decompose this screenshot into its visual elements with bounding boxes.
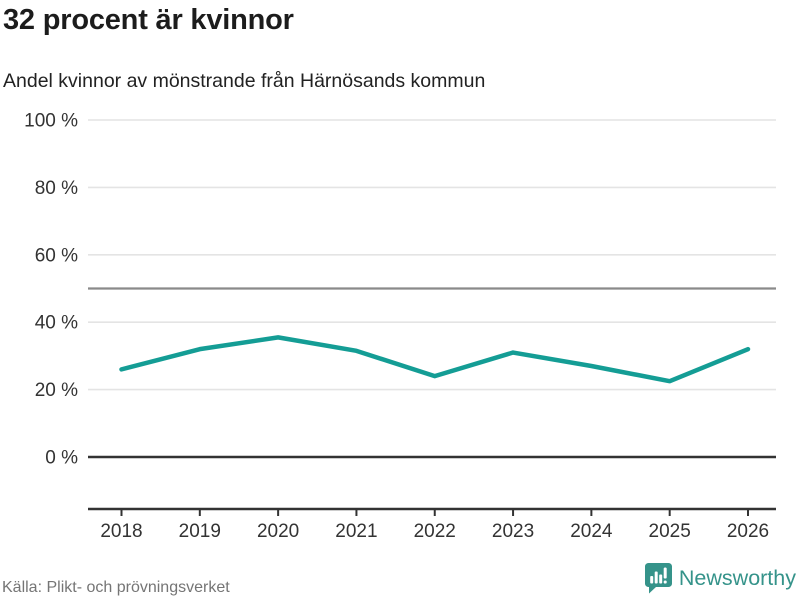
chart-subtitle: Andel kvinnor av mönstrande från Härnösa…: [3, 70, 486, 92]
chart-title: 32 procent är kvinnor: [3, 4, 294, 36]
newsworthy-chart-bubble-icon: [644, 563, 672, 594]
y-axis-tick-label: 20 %: [35, 380, 78, 401]
y-axis-tick-label: 80 %: [35, 178, 78, 199]
source-note: Källa: Plikt- och prövningsverket: [2, 579, 230, 596]
x-axis-tick-label: 2024: [570, 521, 613, 542]
x-axis-tick-label: 2018: [100, 521, 142, 542]
y-axis-tick-label: 100 %: [24, 111, 78, 132]
y-axis-tick-label: 60 %: [35, 245, 78, 266]
x-axis-tick-label: 2022: [414, 521, 456, 542]
x-axis-tick-label: 2025: [649, 521, 691, 542]
x-axis-tick-label: 2023: [492, 521, 534, 542]
x-axis-tick-label: 2020: [257, 521, 299, 542]
newsworthy-wordmark: Newsworthy: [678, 565, 796, 590]
x-axis-tick-label: 2021: [335, 521, 377, 542]
y-axis-tick-label: 40 %: [35, 313, 78, 334]
data-line: [119, 335, 751, 384]
x-axis-tick-label: 2019: [179, 521, 221, 542]
x-axis-tick-label: 2026: [727, 521, 769, 542]
newsworthy-logo: Newsworthy: [644, 562, 796, 594]
y-axis-tick-label: 0 %: [45, 448, 78, 469]
